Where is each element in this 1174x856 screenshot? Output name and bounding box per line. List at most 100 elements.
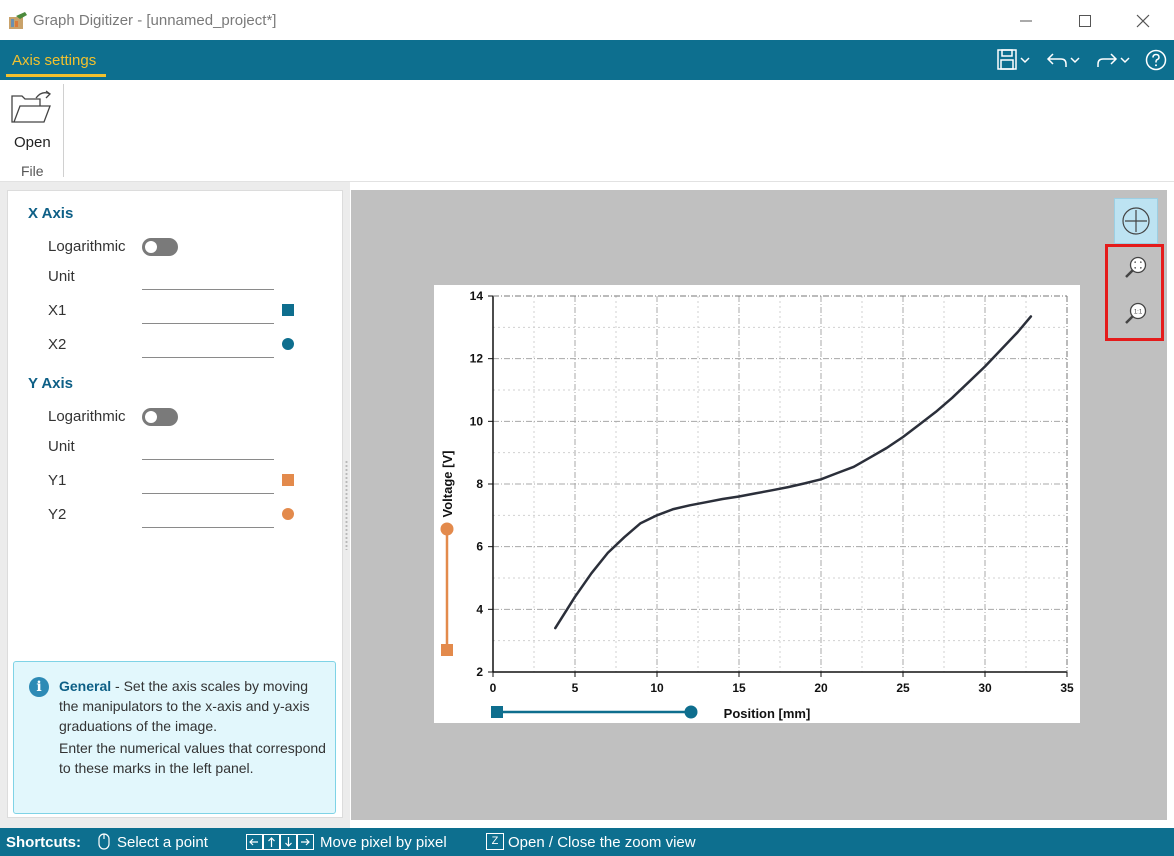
status-bar: Shortcuts: Select a point Move pixel by … (0, 828, 1174, 856)
y-log-toggle[interactable] (142, 408, 178, 426)
y-unit-field[interactable] (142, 438, 274, 458)
x-tick-label: 30 (978, 681, 992, 695)
x2-underline (142, 357, 274, 358)
y2-manipulator-handle[interactable] (440, 522, 454, 536)
minimize-button[interactable] (1003, 6, 1049, 36)
chart-svg: 0 5 10 15 20 25 30 35 2 4 6 8 10 12 14 Position [mm] Vol… (440, 289, 1074, 721)
x2-label: X2 (48, 336, 67, 353)
active-tab-indicator (6, 74, 106, 77)
x-tick-label: 5 (572, 681, 579, 695)
y2-field[interactable] (142, 506, 274, 526)
open-label: Open (14, 134, 51, 151)
y1-field[interactable] (142, 472, 274, 492)
select-point-text: Select a point (117, 834, 208, 851)
close-icon (1136, 14, 1150, 28)
series-line (554, 315, 1033, 630)
info-heading: General (59, 678, 112, 694)
info-text-1: - Set the axis scales by moving the mani… (59, 678, 310, 734)
x1-square-marker (282, 304, 294, 316)
tab-axis-settings[interactable]: Axis settings (0, 40, 108, 80)
y-axis-title: Y Axis (28, 375, 74, 392)
plot-image[interactable]: 0 5 10 15 20 25 30 35 2 4 6 8 10 12 14 Position [mm] Vol… (434, 285, 1080, 723)
highlight-frame (1105, 244, 1164, 341)
info-text: General - Set the axis scales by moving … (59, 676, 329, 778)
y2-label: Y2 (48, 506, 67, 523)
app-icon (9, 12, 27, 29)
ribbon-tab-bar: Axis settings (0, 40, 1174, 80)
close-button[interactable] (1120, 6, 1166, 36)
x-tick-label: 0 (490, 681, 497, 695)
y2-circle-marker (282, 508, 294, 520)
y-tick-label: 6 (476, 540, 483, 554)
y-tick-label: 4 (476, 602, 483, 616)
x-axis-title: X Axis (28, 205, 74, 222)
y1-underline (142, 493, 274, 494)
window-title: Graph Digitizer - [unnamed_project*] (33, 12, 277, 29)
maximize-button[interactable] (1062, 6, 1108, 36)
open-button[interactable] (6, 86, 58, 156)
x1-underline (142, 323, 274, 324)
x2-field[interactable] (142, 336, 274, 356)
zoom-fit-button[interactable] (1114, 246, 1158, 290)
y-log-label: Logarithmic (48, 408, 126, 425)
y-tick-label: 12 (470, 352, 484, 366)
maximize-icon (1079, 15, 1091, 27)
x-log-label: Logarithmic (48, 238, 126, 255)
x-unit-label: Unit (48, 268, 75, 285)
save-icon (997, 49, 1030, 70)
x-tick-label: 10 (650, 681, 664, 695)
x-axis-label: Position [mm] (724, 706, 811, 721)
shortcuts-label: Shortcuts: (6, 834, 81, 851)
info-box: i General - Set the axis scales by movin… (13, 661, 336, 814)
redo-icon (1097, 53, 1130, 67)
move-pixel-text: Move pixel by pixel (320, 834, 447, 851)
y-tick-label: 2 (476, 665, 483, 679)
help-icon (1145, 49, 1167, 71)
x2-manipulator-handle[interactable] (684, 705, 698, 719)
undo-button[interactable] (1046, 48, 1080, 72)
y1-label: Y1 (48, 472, 67, 489)
panel-splitter-handle[interactable] (345, 460, 348, 550)
y-tick-label: 10 (470, 414, 484, 428)
info-text-2: Enter the numerical values that correspo… (59, 740, 326, 776)
open-folder-icon (11, 90, 51, 123)
redo-button[interactable] (1096, 48, 1130, 72)
undo-icon (1046, 53, 1080, 67)
y-unit-label: Unit (48, 438, 75, 455)
z-key-icon: Z (486, 833, 504, 850)
zoom-100-button[interactable]: 1:1 (1114, 292, 1158, 336)
x1-manipulator-handle[interactable] (491, 706, 503, 718)
x1-label: X1 (48, 302, 67, 319)
crosshair-icon (1122, 207, 1150, 235)
x-tick-label: 35 (1060, 681, 1074, 695)
ribbon-separator (63, 84, 64, 177)
x-tick-label: 25 (896, 681, 910, 695)
y-tick-label: 14 (470, 289, 484, 303)
y1-square-marker (282, 474, 294, 486)
y-unit-underline (142, 459, 274, 460)
y2-underline (142, 527, 274, 528)
info-icon: i (29, 677, 49, 697)
mouse-icon (98, 833, 110, 850)
zoom-100-icon: 1:1 (1125, 302, 1147, 324)
x2-circle-marker (282, 338, 294, 350)
x-unit-field[interactable] (142, 268, 274, 288)
x-log-toggle[interactable] (142, 238, 178, 256)
tab-axis-settings-label: Axis settings (12, 51, 97, 69)
x-tick-label: 20 (814, 681, 828, 695)
x1-field[interactable] (142, 302, 274, 322)
svg-text:1:1: 1:1 (1134, 310, 1143, 316)
y-axis-label: Voltage [V] (440, 451, 455, 518)
help-button[interactable] (1145, 48, 1167, 72)
arrow-keys-icon (246, 834, 314, 850)
minimize-icon (1020, 20, 1032, 22)
x-unit-underline (142, 289, 274, 290)
zoom-fit-icon (1125, 256, 1147, 278)
y1-manipulator-handle[interactable] (441, 644, 453, 656)
save-button[interactable] (996, 48, 1030, 72)
file-group-label: File (21, 163, 44, 179)
x-tick-label: 15 (732, 681, 746, 695)
crosshair-tool-button[interactable] (1114, 198, 1158, 244)
zoom-view-text: Open / Close the zoom view (508, 834, 696, 851)
title-bar: Graph Digitizer - [unnamed_project*] (0, 0, 1174, 40)
